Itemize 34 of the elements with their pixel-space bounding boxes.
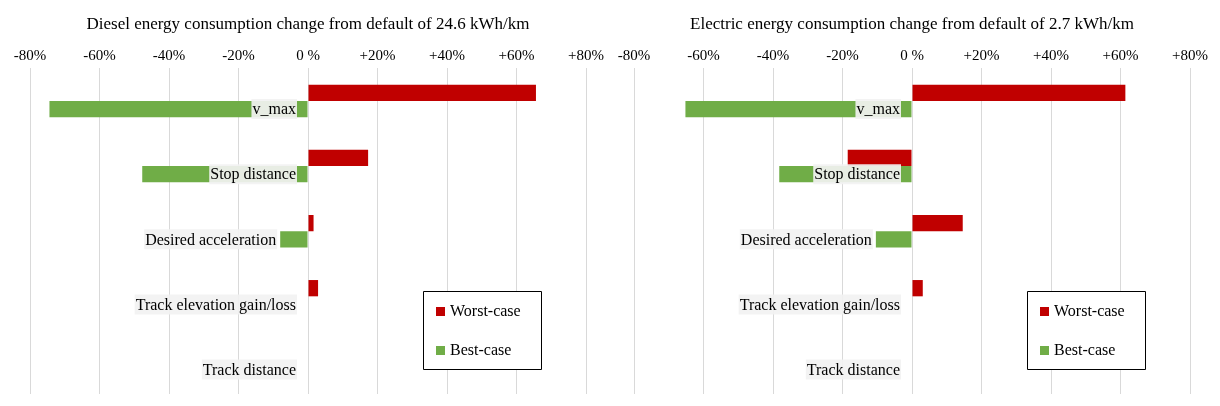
y-tick-label: Track distance (202, 360, 296, 378)
x-tick-label: -20% (826, 47, 859, 64)
y-tick-label: v_max (252, 100, 296, 118)
y-tick-label: Stop distance (814, 165, 900, 184)
y-tick-label: Track distance (806, 360, 900, 378)
x-tick-label: -20% (222, 47, 255, 64)
legend-label: Worst-case (450, 302, 521, 320)
x-tick-label: -40% (756, 47, 790, 64)
y-tick-label: v_max (856, 100, 900, 118)
x-tick-label: +20% (963, 47, 1000, 64)
x-tick-label: -60% (83, 47, 116, 64)
x-tick-label: +80% (1172, 47, 1208, 64)
legend-label: Best-case (1054, 341, 1116, 359)
y-tick-label: Track elevation gain/loss (739, 295, 900, 314)
legend-label: Worst-case (1054, 302, 1125, 320)
y-tick-label: Desired acceleration (145, 230, 277, 248)
x-tick-label: -40% (152, 47, 186, 64)
chart-title: Diesel energy consumption change from default of 24.6 kWh/km (86, 13, 530, 33)
x-tick-label: +20% (359, 47, 396, 64)
x-tick-label: +60% (498, 47, 535, 64)
x-tick-label: +60% (1102, 47, 1139, 64)
x-tick-label: 0 % (296, 47, 320, 64)
x-tick-label: +80% (568, 47, 604, 64)
chart-title: Electric energy consumption change from default of 2.7 kWh/km (690, 13, 1134, 33)
y-tick-label: Stop distance (210, 165, 296, 184)
y-tick-label: Track elevation gain/loss (135, 295, 296, 314)
x-tick-label: -80% (13, 47, 47, 64)
y-tick-label: Desired acceleration (740, 230, 872, 248)
x-tick-label: -60% (687, 47, 720, 64)
x-tick-label: +40% (1033, 47, 1069, 64)
x-tick-label: 0 % (900, 47, 924, 64)
legend-label: Best-case (450, 341, 512, 359)
x-tick-label: +40% (429, 47, 465, 64)
x-tick-label: -80% (617, 47, 651, 64)
